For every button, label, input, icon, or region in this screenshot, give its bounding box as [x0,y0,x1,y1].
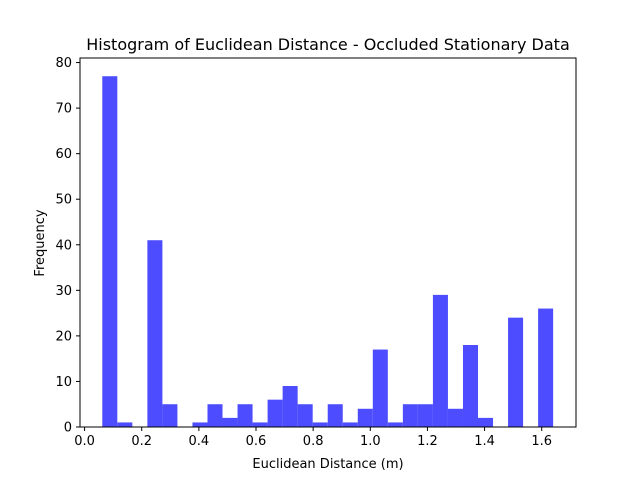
y-tick-label: 80 [55,56,72,71]
histogram-bar [417,404,433,427]
histogram-bar [357,408,373,427]
histogram-bar [432,294,448,427]
x-axis: 0.0 0.2 0.4 0.6 0.8 1.0 1.2 1.4 1.6 [74,427,552,449]
histogram-bar [342,422,358,427]
x-tick-label: 0.0 [74,434,95,449]
x-tick-label: 0.6 [246,434,267,449]
histogram-bar [508,317,524,427]
x-tick-label: 0.2 [131,434,152,449]
histogram-bar [282,386,298,427]
y-tick-label: 20 [55,329,72,344]
histogram-bar [387,422,403,427]
histogram-bar [462,345,478,427]
histogram-bar [538,308,554,427]
y-tick-label: 10 [55,375,72,390]
y-axis-label: Frequency [33,209,48,276]
x-tick-label: 0.8 [303,434,324,449]
histogram-bar [447,408,463,427]
histogram-bar [478,417,494,427]
histogram-bar [102,76,118,427]
histogram-bar [207,404,223,427]
y-tick-label: 40 [55,238,72,253]
x-axis-label: Euclidean Distance (m) [252,457,403,472]
histogram-bar [402,404,418,427]
y-tick-label: 60 [55,147,72,162]
y-tick-label: 70 [55,102,72,117]
y-tick-label: 30 [55,284,72,299]
histogram-bar [327,404,343,427]
histogram-bar [117,422,133,427]
x-tick-label: 1.6 [531,434,552,449]
histogram-bar [372,349,388,427]
y-tick-label: 0 [64,421,72,436]
histogram-bar [162,404,178,427]
x-tick-label: 1.4 [474,434,495,449]
histogram-bar [312,422,328,427]
histogram-bar [297,404,313,427]
x-tick-label: 0.4 [189,434,210,449]
histogram-bar [237,404,253,427]
bars-group [102,76,554,427]
x-tick-label: 1.2 [417,434,438,449]
y-tick-label: 50 [55,193,72,208]
histogram-bar [147,240,163,427]
histogram-bar [252,422,268,427]
x-tick-label: 1.0 [360,434,381,449]
chart-title: Histogram of Euclidean Distance - Occlud… [86,35,570,54]
histogram-bar [267,399,283,427]
plot-frame [79,57,577,428]
histogram-bar [222,417,238,427]
histogram-bar [192,422,208,427]
y-axis: 0 10 20 30 40 50 60 70 80 [55,56,80,436]
